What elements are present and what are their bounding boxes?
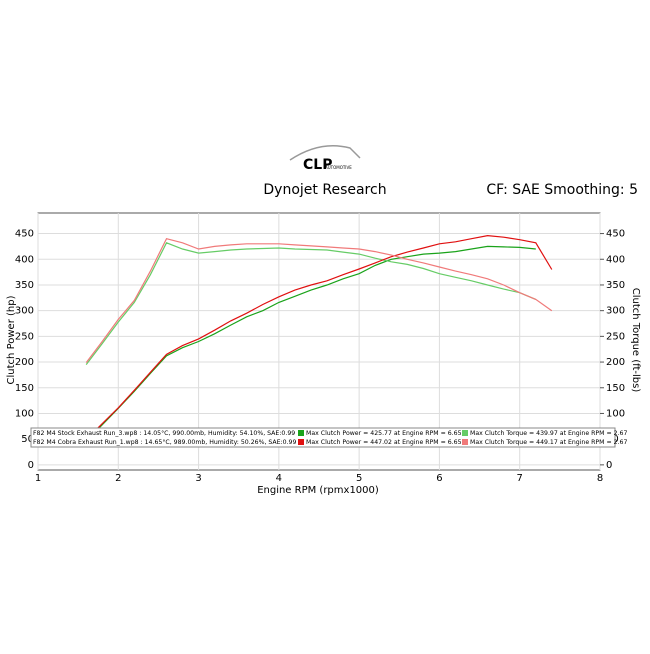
x-tick-label: 6 bbox=[436, 473, 442, 484]
line-series bbox=[85, 245, 536, 442]
y2-axis-label: Clutch Torque (ft-lbs) bbox=[630, 288, 641, 393]
x-tick-label: 5 bbox=[356, 473, 362, 484]
legend-entry: Max Clutch Power = 447.02 at Engine RPM … bbox=[306, 439, 462, 446]
y2-tick-label: 200 bbox=[606, 357, 625, 368]
legend-run: F82 M4 Cobra Exhaust Run_1.wp8 : 14.65°C… bbox=[33, 438, 296, 446]
y2-tick-label: 350 bbox=[606, 280, 625, 291]
y2-tick-label: 300 bbox=[606, 306, 625, 317]
y-tick-label: 100 bbox=[15, 408, 34, 419]
legend-run: F82 M4 Stock Exhaust Run_3.wp8 : 14.05°C… bbox=[33, 429, 295, 437]
legend-box bbox=[30, 427, 616, 448]
y-tick-label: 450 bbox=[15, 229, 34, 240]
y2-tick-label: 100 bbox=[606, 408, 625, 419]
x-tick-label: 3 bbox=[195, 473, 201, 484]
line-series bbox=[85, 234, 553, 441]
x-tick-label: 7 bbox=[517, 473, 523, 484]
logo: CLP bbox=[303, 157, 332, 173]
logo-swoosh bbox=[289, 145, 361, 161]
y2-tick-label: 250 bbox=[606, 331, 625, 342]
y2-tick-label: 150 bbox=[606, 383, 625, 394]
plot-area bbox=[37, 212, 601, 471]
y-tick-label: 0 bbox=[28, 460, 34, 471]
legend-entry: Max Clutch Torque = 439.97 at Engine RPM… bbox=[470, 430, 627, 437]
legend-entry: Max Clutch Power = 425.77 at Engine RPM … bbox=[306, 430, 462, 437]
legend-swatch bbox=[462, 439, 468, 445]
x-tick-label: 4 bbox=[276, 473, 282, 484]
y-tick-label: 400 bbox=[15, 254, 34, 265]
y2-tick-label: 0 bbox=[606, 460, 612, 471]
chart-title: Dynojet Research bbox=[263, 182, 386, 198]
y-tick-label: 50 bbox=[21, 434, 34, 445]
y-axis-label: Clutch Power (hp) bbox=[6, 295, 17, 384]
y-tick-label: 350 bbox=[15, 280, 34, 291]
x-tick-label: 2 bbox=[115, 473, 121, 484]
y-tick-label: 150 bbox=[15, 383, 34, 394]
x-axis-label: Engine RPM (rpmx1000) bbox=[257, 485, 379, 496]
legend-swatch bbox=[298, 439, 304, 445]
line-series bbox=[85, 237, 553, 363]
logo-subtext: AUTOMOTIVE bbox=[325, 165, 352, 170]
legend-swatch bbox=[298, 430, 304, 436]
y2-tick-label: 450 bbox=[606, 229, 625, 240]
y-tick-label: 200 bbox=[15, 357, 34, 368]
chart-subtitle: CF: SAE Smoothing: 5 bbox=[486, 182, 638, 198]
y2-tick-label: 400 bbox=[606, 254, 625, 265]
legend-entry: Max Clutch Torque = 449.17 at Engine RPM… bbox=[470, 439, 627, 446]
x-tick-label: 1 bbox=[35, 473, 41, 484]
line-series bbox=[85, 242, 537, 365]
y-tick-label: 300 bbox=[15, 306, 34, 317]
x-tick-label: 8 bbox=[597, 473, 603, 484]
y-tick-label: 250 bbox=[15, 331, 34, 342]
legend-swatch bbox=[462, 430, 468, 436]
